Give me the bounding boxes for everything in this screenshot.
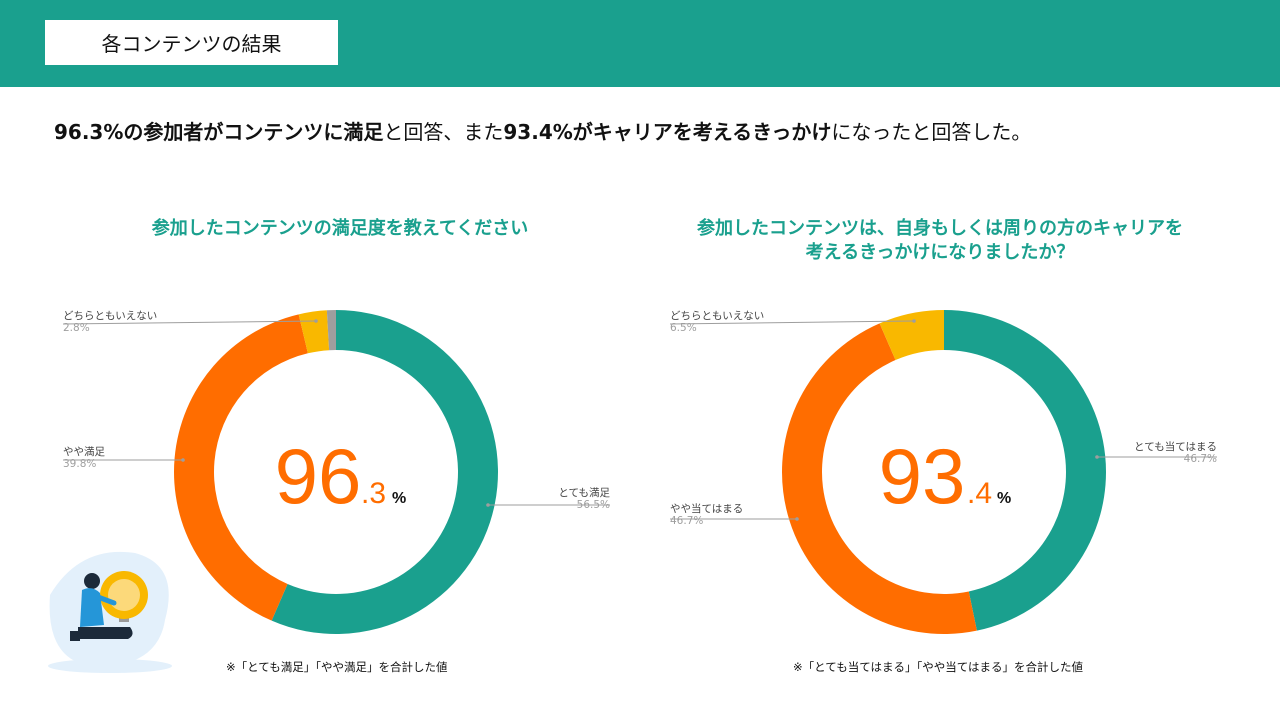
chart2-leader-dot-2 (795, 517, 799, 521)
headline-part-3: 93.4%がキャリアを考えるきっかけ (503, 120, 832, 144)
person-head (84, 573, 100, 589)
chart2-slice-label-1: とても当てはまる (1134, 440, 1217, 453)
bulb-base-2 (119, 618, 129, 622)
chart1-note: ※「とても満足」「やや満足」を合計した値 (226, 660, 448, 674)
chart2-title-line2: 考えるきっかけになりましたか？ (805, 242, 1075, 263)
chart2-leader-dot-1 (1095, 455, 1099, 459)
chart2-title: 参加したコンテンツは、自身もしくは周りの方のキャリアを 考えるきっかけになりまし… (640, 217, 1240, 265)
chart2-title-line1: 参加したコンテンツは、自身もしくは周りの方のキャリアを (697, 218, 1183, 239)
floor-shadow (48, 659, 172, 673)
chart1-leader-dot-2 (181, 458, 185, 462)
chart1-title: 参加したコンテンツの満足度を教えてください (151, 218, 529, 239)
chart2-leader-line-3 (669, 320, 915, 325)
chart2-slice-label-3: どちらともいえない (670, 310, 764, 322)
chart1-slice-2 (173, 314, 308, 621)
chart2-slice-2 (781, 323, 977, 635)
chart1-leader-dot-3 (314, 319, 318, 323)
chart2-center-decimal: .4 (967, 477, 992, 510)
chart2-note: ※「とても当てはまる」「やや当てはまる」を合計した値 (793, 660, 1084, 674)
chart1-center-unit: % (392, 490, 406, 507)
person-foot (70, 631, 80, 641)
chart2-slice-value-3: 6.5% (670, 322, 697, 334)
chart1-leader-line-3 (62, 320, 317, 325)
person-legs (78, 627, 133, 639)
chart1-leader-dot-1 (486, 503, 490, 507)
headline-part-4: になったと回答した。 (831, 120, 1032, 144)
chart2-center-unit: % (997, 490, 1011, 507)
headline-part-1: 96.3%の参加者がコンテンツに満足 (54, 120, 384, 144)
chart2-slice-value-2: 46.7% (670, 515, 703, 527)
chart2-center-value: 93 (879, 432, 966, 520)
chart1-slice-1 (271, 310, 498, 635)
chart1-slice-label-1: とても満足 (558, 487, 610, 499)
chart2-slice-3 (879, 310, 944, 361)
chart2-slice-value-1: 46.7% (1184, 453, 1217, 465)
chart1-slice-value-1: 56.5% (577, 499, 610, 511)
chart2-leader-dot-3 (912, 319, 916, 323)
chart1-slice-label-3: どちらともいえない (63, 310, 157, 322)
person-arm (95, 594, 117, 606)
chart2-slice-label-2: やや当てはまる (670, 502, 743, 515)
chart2-slice-1 (944, 310, 1107, 631)
lightbulb-glow (108, 579, 140, 611)
headline-part-2: と回答、また (383, 120, 504, 144)
person-lightbulb-illustration (48, 551, 172, 673)
chart1-slice-value-2: 39.8% (63, 458, 96, 470)
header-bar: 各コンテンツの結果 (0, 0, 1280, 87)
page-title: 各コンテンツの結果 (45, 20, 338, 65)
chart1-slice-label-2: やや満足 (63, 446, 105, 458)
chart1-slice-4 (326, 310, 336, 351)
chart1-center-decimal: .3 (361, 477, 386, 510)
chart1-slice-value-3: 2.8% (63, 322, 90, 334)
headline: 96.3%の参加者がコンテンツに満足と回答、また93.4%がキャリアを考えるきっ… (54, 116, 1254, 145)
chart2-donut: とても当てはまる46.7%やや当てはまる46.7%どちらともいえない6.5%93… (669, 310, 1217, 635)
chart1-center-value: 96 (275, 432, 362, 520)
